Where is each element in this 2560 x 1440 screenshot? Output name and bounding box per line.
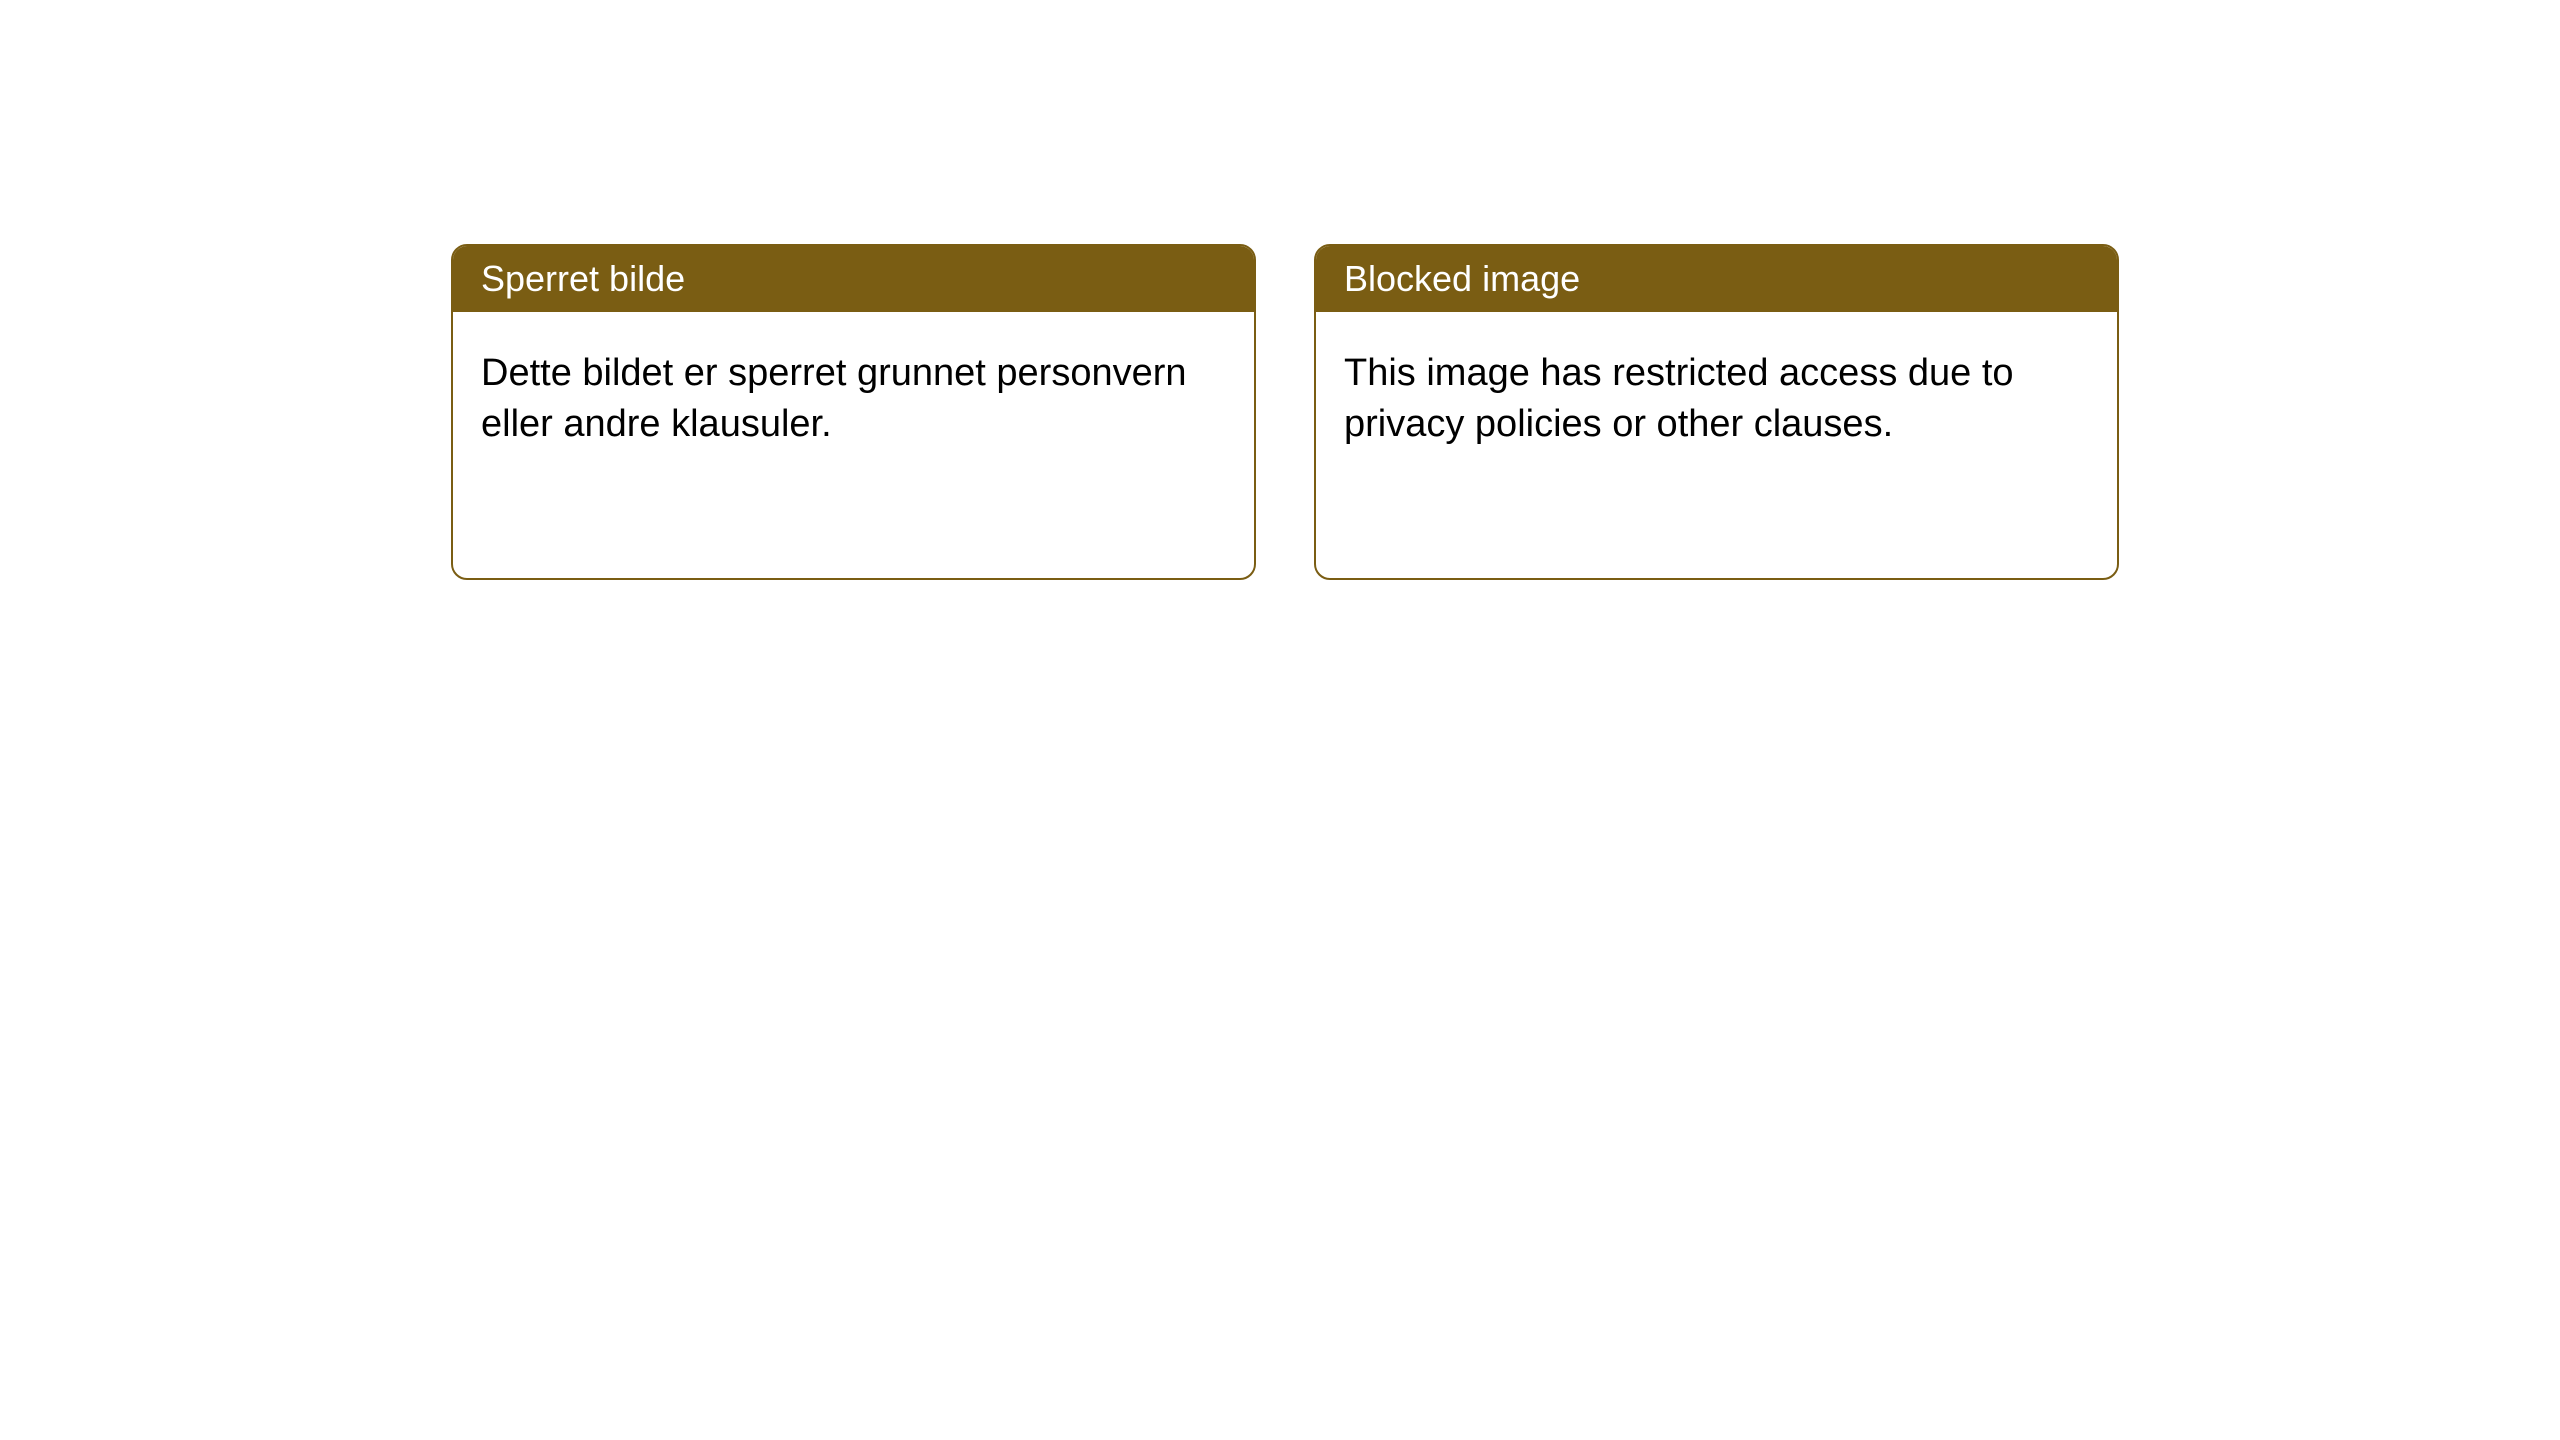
card-body-english: This image has restricted access due to … [1316, 312, 2117, 487]
card-body-norwegian: Dette bildet er sperret grunnet personve… [453, 312, 1254, 487]
notice-container: Sperret bilde Dette bildet er sperret gr… [451, 244, 2119, 580]
card-header-norwegian: Sperret bilde [453, 246, 1254, 312]
card-header-english: Blocked image [1316, 246, 2117, 312]
blocked-image-card-english: Blocked image This image has restricted … [1314, 244, 2119, 580]
blocked-image-card-norwegian: Sperret bilde Dette bildet er sperret gr… [451, 244, 1256, 580]
